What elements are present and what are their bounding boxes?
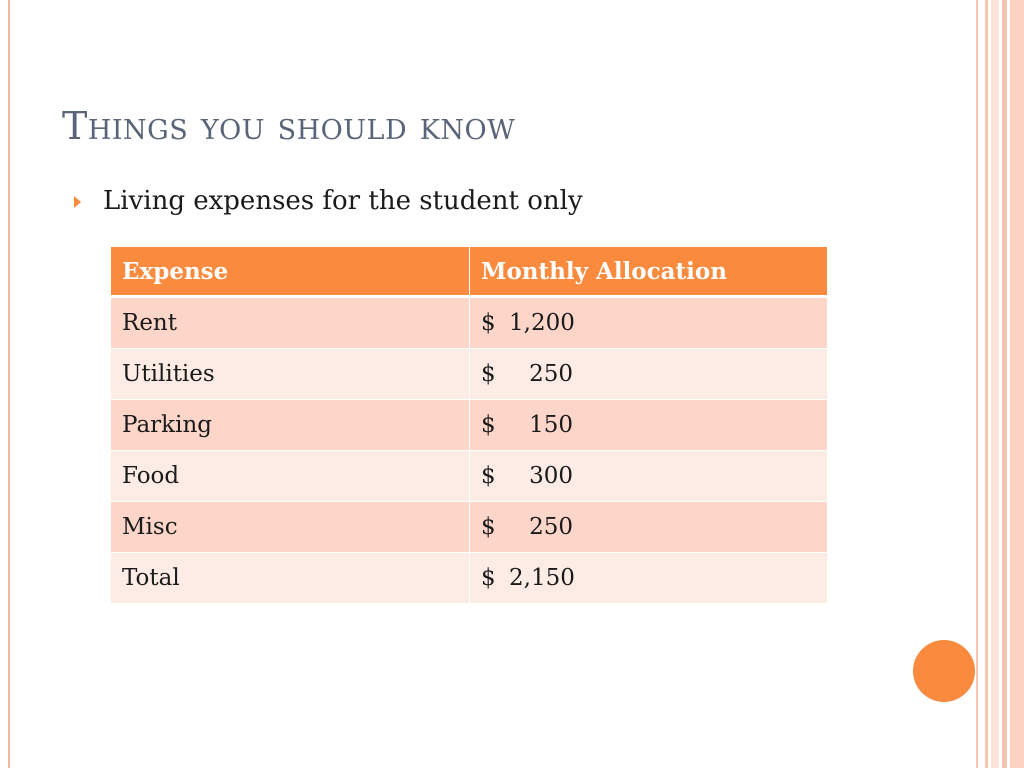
stripe <box>1002 0 1007 768</box>
stripe <box>991 0 999 768</box>
expense-cell: Rent <box>110 296 470 349</box>
amount-cell: $150 <box>469 399 828 451</box>
table-row: Parking $150 <box>110 399 828 451</box>
amount-cell: $1,200 <box>469 296 828 349</box>
table-row: Rent $1,200 <box>110 296 828 349</box>
table-row-total: Total $2,150 <box>110 552 828 604</box>
amount-value: 2,150 <box>509 565 575 591</box>
amount-cell: $300 <box>469 450 828 502</box>
expense-cell: Total <box>110 552 470 604</box>
right-decorative-stripes <box>976 0 1024 768</box>
currency-symbol: $ <box>481 565 496 591</box>
amount-value: 300 <box>529 463 573 489</box>
table-header-row: Expense Monthly Allocation <box>110 246 828 298</box>
expense-cell: Utilities <box>110 348 470 400</box>
header-monthly-allocation: Monthly Allocation <box>469 246 828 298</box>
amount-cell: $2,150 <box>469 552 828 604</box>
stripe <box>976 0 978 768</box>
currency-symbol: $ <box>481 361 496 387</box>
header-expense: Expense <box>110 246 470 298</box>
expense-cell: Parking <box>110 399 470 451</box>
amount-value: 250 <box>529 514 573 540</box>
amount-cell: $250 <box>469 348 828 400</box>
currency-symbol: $ <box>481 412 496 438</box>
stripe <box>1010 0 1024 768</box>
currency-symbol: $ <box>481 463 496 489</box>
expense-cell: Food <box>110 450 470 502</box>
stripe <box>985 0 988 768</box>
amount-value: 1,200 <box>509 310 575 336</box>
table-row: Utilities $250 <box>110 348 828 400</box>
expense-cell: Misc <box>110 501 470 553</box>
table-row: Misc $250 <box>110 501 828 553</box>
expense-table: Expense Monthly Allocation Rent $1,200 U… <box>110 246 828 604</box>
triangle-bullet-icon <box>74 196 81 208</box>
amount-value: 150 <box>529 412 573 438</box>
currency-symbol: $ <box>481 310 496 336</box>
bullet-item: Living expenses for the student only <box>74 186 583 216</box>
decorative-circle <box>913 640 975 702</box>
amount-value: 250 <box>529 361 573 387</box>
slide-title: Things you should know <box>62 104 516 148</box>
currency-symbol: $ <box>481 514 496 540</box>
amount-cell: $250 <box>469 501 828 553</box>
left-border-line <box>8 0 10 768</box>
bullet-text: Living expenses for the student only <box>103 186 583 216</box>
table-row: Food $300 <box>110 450 828 502</box>
